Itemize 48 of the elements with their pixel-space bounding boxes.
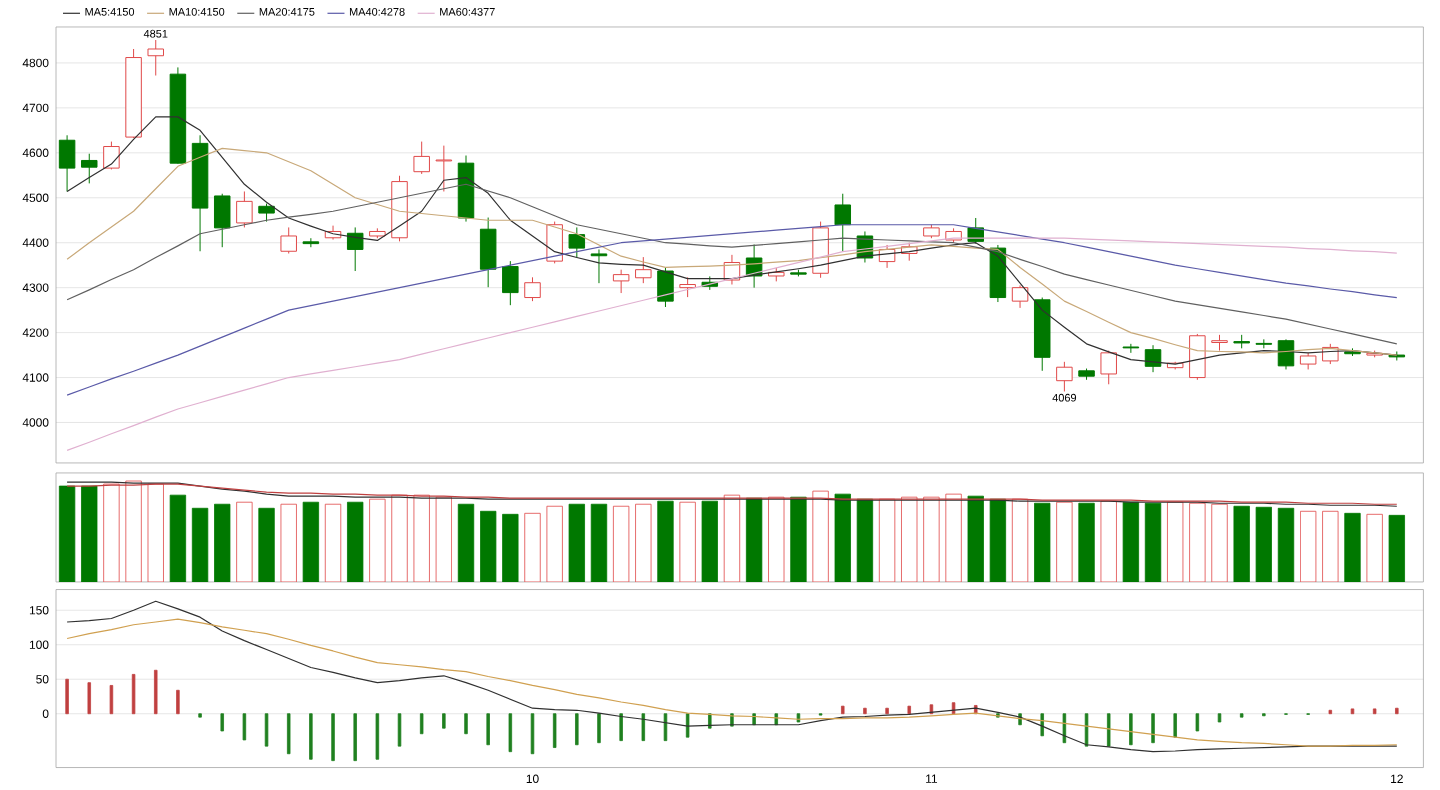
bar	[1322, 511, 1339, 583]
candlestick	[679, 276, 696, 298]
candlestick	[435, 145, 453, 193]
candlestick	[590, 249, 608, 284]
candlestick	[236, 191, 253, 229]
bar	[790, 496, 807, 583]
bar	[1388, 515, 1405, 583]
bar	[901, 496, 918, 583]
bar	[369, 498, 386, 583]
candlestick	[834, 193, 852, 252]
candlestick	[1189, 333, 1206, 381]
candlestick	[1277, 339, 1295, 371]
candlestick	[1011, 285, 1029, 309]
candlestick	[568, 227, 586, 258]
bar	[391, 494, 408, 583]
bar	[657, 500, 674, 583]
bar	[1100, 500, 1117, 583]
candlestick	[635, 256, 652, 284]
candlestick	[346, 227, 364, 272]
bar	[812, 490, 829, 583]
candlestick	[1056, 361, 1073, 393]
candlestick	[502, 260, 519, 306]
candlestick	[524, 276, 541, 302]
candlestick	[612, 269, 630, 294]
bar	[1144, 502, 1162, 583]
bar	[856, 498, 874, 583]
bar	[768, 496, 785, 583]
bar	[1344, 513, 1361, 583]
bar	[923, 496, 940, 583]
candlestick	[1100, 350, 1117, 385]
bar	[1189, 502, 1206, 583]
bar	[413, 494, 430, 583]
candlestick	[302, 237, 320, 248]
bar	[125, 480, 142, 583]
bar	[524, 513, 541, 583]
candlestick	[413, 141, 430, 175]
bar	[1078, 502, 1095, 583]
candlestick	[479, 217, 497, 288]
candlestick	[657, 267, 674, 308]
candlestick	[80, 153, 98, 185]
candlestick	[1144, 344, 1162, 373]
candlestick	[58, 134, 76, 193]
candlestick	[812, 221, 829, 279]
candlestick	[1122, 343, 1140, 354]
candlestick	[213, 193, 231, 248]
candlestick	[280, 227, 297, 255]
candlestick	[147, 39, 164, 77]
bar	[878, 498, 896, 583]
